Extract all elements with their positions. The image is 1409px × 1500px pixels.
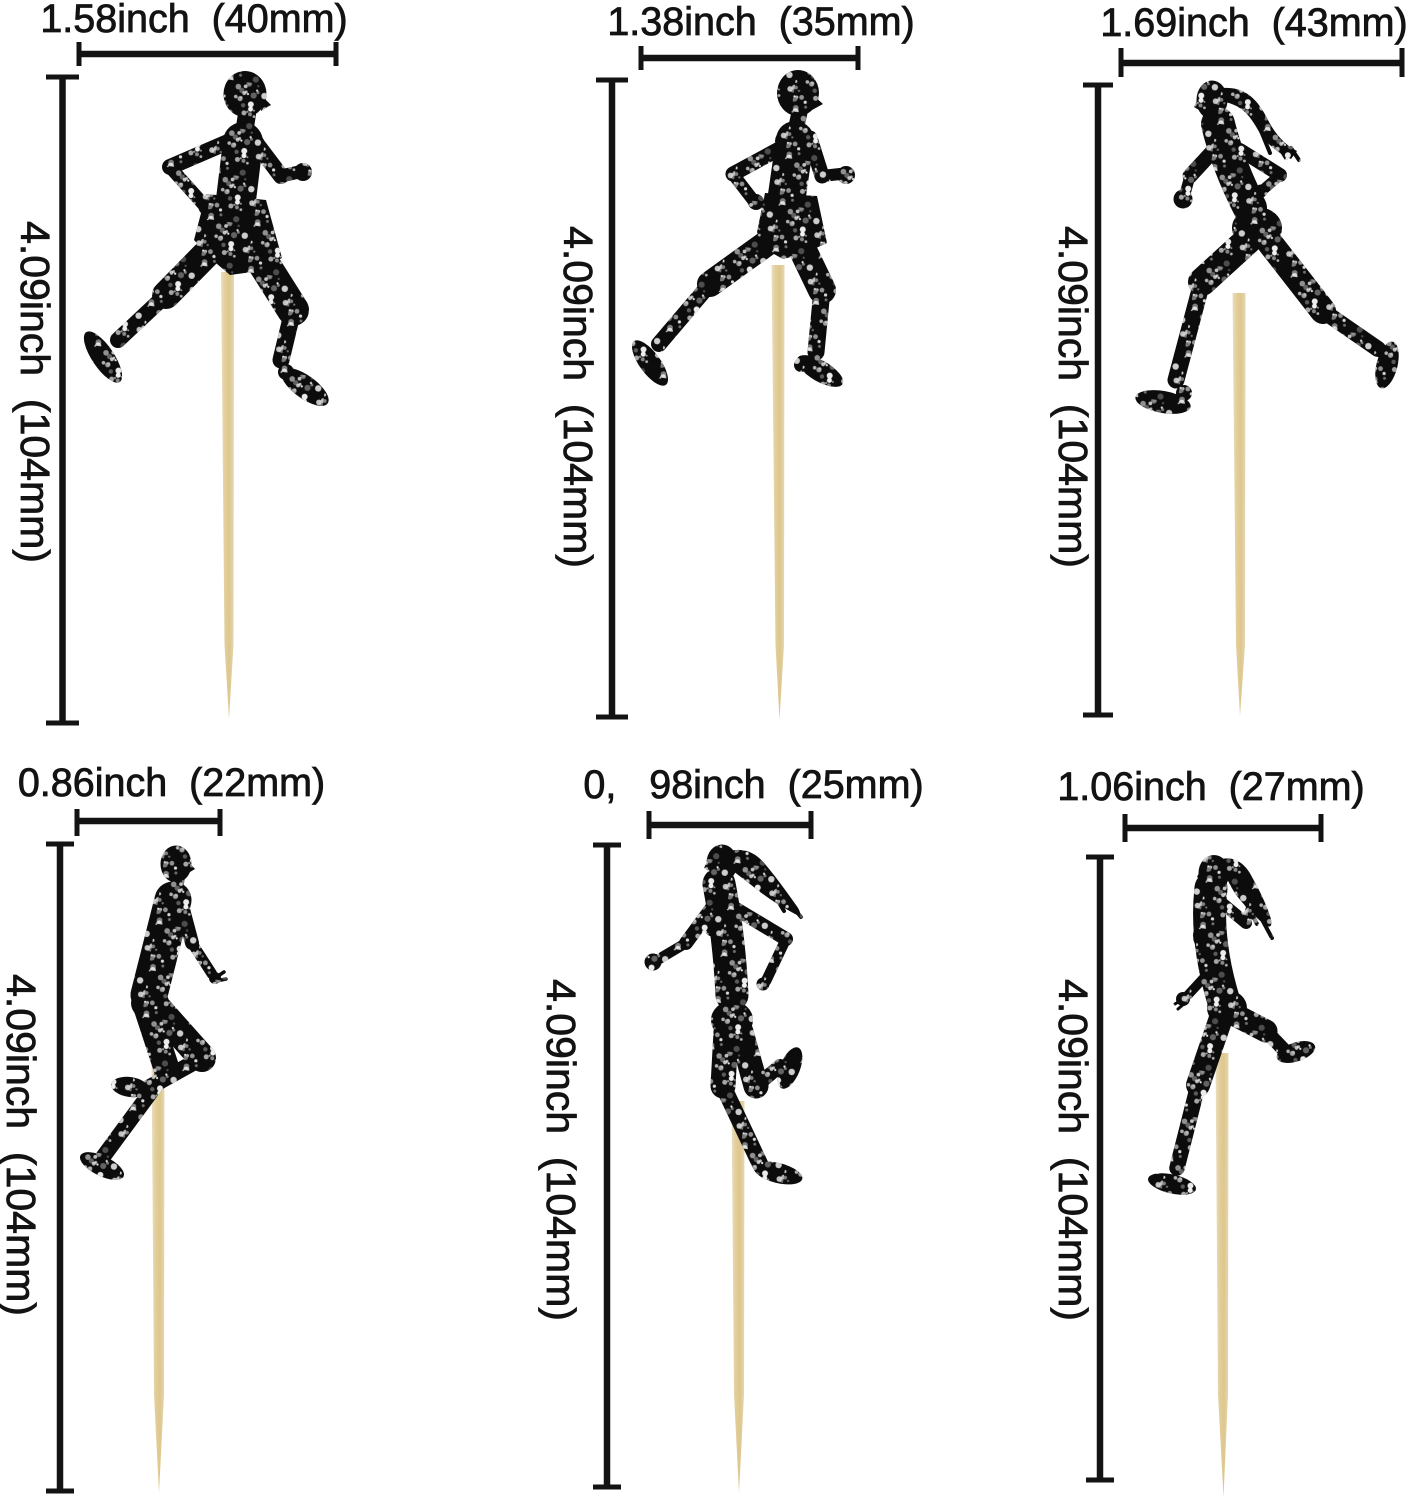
- svg-text:0, 98inch (25mm): 0, 98inch (25mm): [583, 763, 923, 807]
- svg-text:4.09inch (104mm): 4.09inch (104mm): [1050, 979, 1096, 1321]
- svg-text:4.09inch (104mm): 4.09inch (104mm): [1050, 226, 1096, 568]
- svg-text:4.09inch (104mm): 4.09inch (104mm): [12, 221, 58, 563]
- svg-text:1.69inch (43mm): 1.69inch (43mm): [1100, 1, 1407, 45]
- svg-text:1.58inch (40mm): 1.58inch (40mm): [40, 0, 347, 41]
- svg-text:1.38inch (35mm): 1.38inch (35mm): [607, 0, 914, 44]
- svg-text:4.09inch (104mm): 4.09inch (104mm): [0, 974, 44, 1316]
- svg-text:0.86inch (22mm): 0.86inch (22mm): [18, 761, 325, 805]
- svg-text:1.06inch (27mm): 1.06inch (27mm): [1057, 765, 1364, 809]
- svg-text:4.09inch (104mm): 4.09inch (104mm): [538, 979, 584, 1321]
- svg-text:4.09inch (104mm): 4.09inch (104mm): [555, 226, 601, 568]
